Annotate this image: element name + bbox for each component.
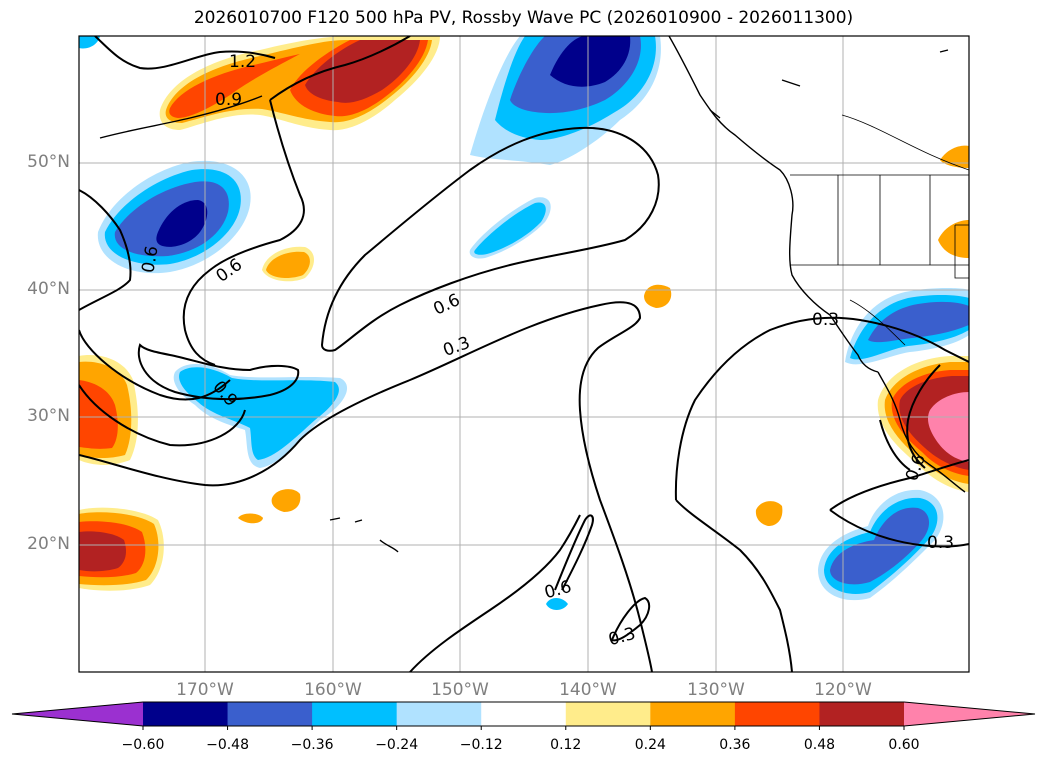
pv-contours bbox=[79, 36, 969, 672]
colorbar-swatch bbox=[819, 702, 905, 726]
colorbar-tick-label: −0.60 bbox=[121, 737, 165, 753]
colorbar-tick-label: 0.12 bbox=[550, 737, 582, 753]
colorbar-swatch bbox=[312, 702, 398, 726]
colorbar-swatch bbox=[734, 702, 820, 726]
map-plot-area: 1.2 0.9 0.6 0.6 0.3 0.9 0.6 0.3 0.6 0.3 … bbox=[79, 36, 969, 672]
lat-label-30n: 30°N bbox=[27, 406, 70, 426]
colorbar-tick-label: 0.48 bbox=[803, 737, 836, 753]
colorbar-swatch bbox=[227, 702, 313, 726]
chart-title: 2026010700 F120 500 hPa PV, Rossby Wave … bbox=[193, 8, 854, 28]
colorbar-extend-high bbox=[904, 702, 1035, 726]
contour-label: 0.6 bbox=[138, 244, 162, 274]
contour-label: 0.9 bbox=[215, 90, 242, 110]
lat-label-40n: 40°N bbox=[27, 279, 70, 299]
east-positive bbox=[938, 220, 969, 258]
contour-label: 0.3 bbox=[812, 310, 839, 330]
lon-label-170w: 170°W bbox=[176, 680, 234, 700]
colorbar-tick-label: −0.48 bbox=[206, 737, 249, 753]
contour-label: 0.3 bbox=[927, 533, 954, 553]
lon-label-150w: 150°W bbox=[431, 680, 489, 700]
colorbar-swatch bbox=[650, 702, 736, 726]
lon-label-160w: 160°W bbox=[304, 680, 362, 700]
lat-label-20n: 20°N bbox=[27, 534, 70, 554]
colorbar-swatch bbox=[565, 702, 651, 726]
colorbar-tick-label: 0.24 bbox=[634, 737, 666, 753]
colorbar bbox=[11, 701, 1036, 730]
positive-anomaly-shading bbox=[79, 36, 969, 591]
colorbar-tick-label: −0.36 bbox=[290, 737, 334, 753]
colorbar-tick-label: 0.60 bbox=[888, 737, 920, 753]
lon-label-140w: 140°W bbox=[559, 680, 617, 700]
lon-label-130w: 130°W bbox=[687, 680, 745, 700]
borders bbox=[790, 114, 969, 346]
lon-label-120w: 120°W bbox=[814, 680, 872, 700]
colorbar-swatch bbox=[396, 702, 482, 726]
colorbar-tick-label: −0.24 bbox=[375, 737, 419, 753]
colorbar-tick-label: −0.12 bbox=[459, 737, 503, 753]
contour-label: 1.2 bbox=[229, 52, 256, 72]
colorbar-swatch bbox=[481, 702, 567, 726]
colorbar-extend-low bbox=[12, 702, 143, 726]
colorbar-swatch bbox=[143, 702, 229, 726]
map-gridlines bbox=[79, 36, 969, 672]
lat-label-50n: 50°N bbox=[27, 152, 70, 172]
coastlines bbox=[99, 36, 966, 553]
plot-frame bbox=[78, 35, 970, 673]
colorbar-tick-label: 0.36 bbox=[719, 737, 751, 753]
